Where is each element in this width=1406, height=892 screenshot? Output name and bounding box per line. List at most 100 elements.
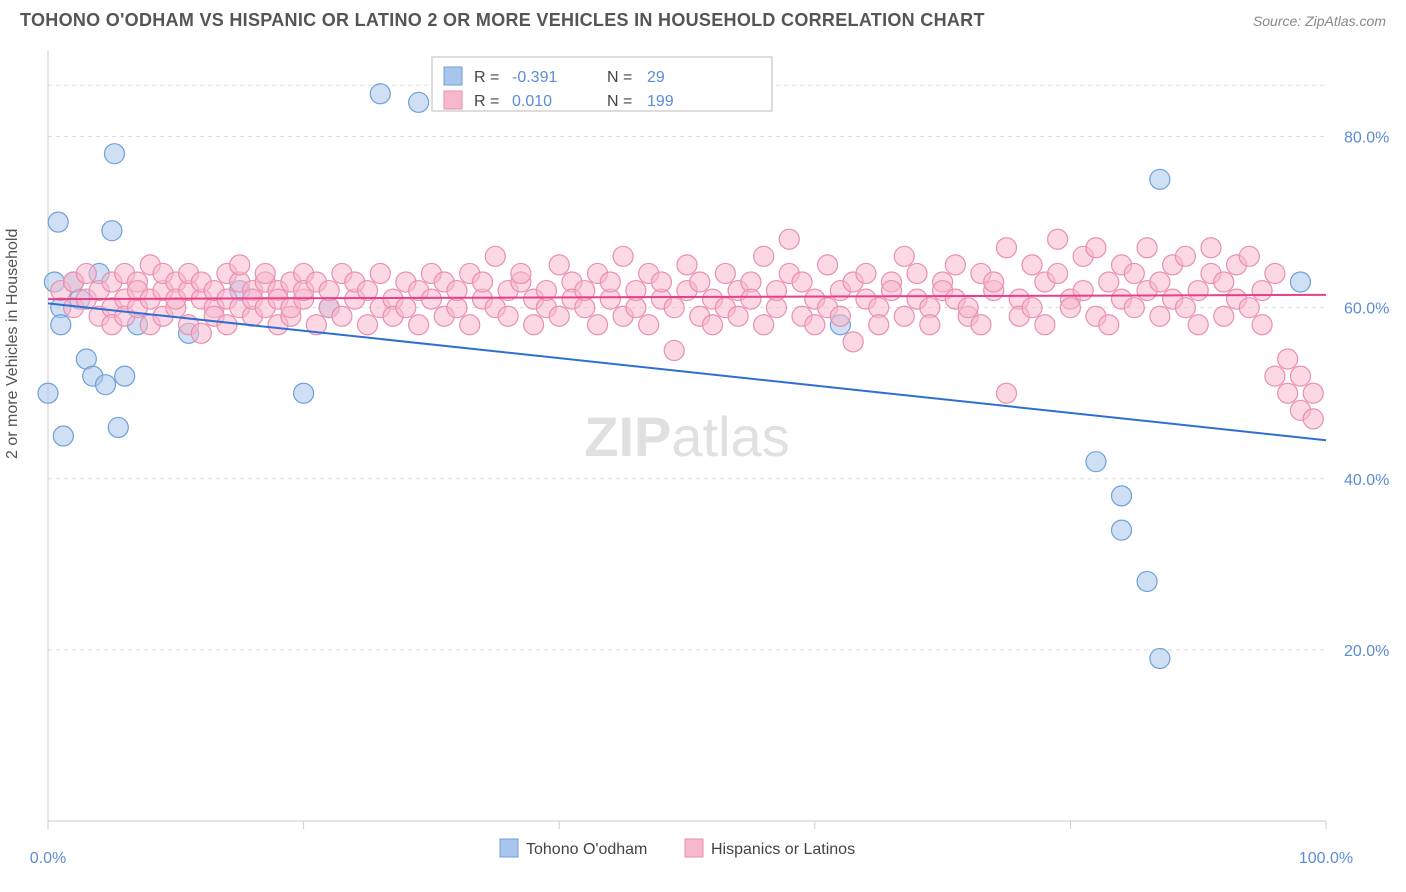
legend-swatch bbox=[685, 839, 703, 857]
data-point bbox=[1150, 272, 1170, 292]
data-point bbox=[549, 306, 569, 326]
data-point bbox=[997, 383, 1017, 403]
data-point bbox=[1214, 272, 1234, 292]
legend-n-value: 199 bbox=[647, 93, 674, 110]
y-tick-label: 20.0% bbox=[1344, 643, 1389, 660]
data-point bbox=[409, 315, 429, 335]
data-point bbox=[1201, 238, 1221, 258]
data-point bbox=[409, 92, 429, 112]
data-point bbox=[1278, 383, 1298, 403]
chart-source: Source: ZipAtlas.com bbox=[1253, 13, 1386, 29]
data-point bbox=[1035, 315, 1055, 335]
data-point bbox=[1112, 486, 1132, 506]
data-point bbox=[779, 229, 799, 249]
x-tick-label: 100.0% bbox=[1299, 850, 1353, 867]
data-point bbox=[217, 315, 237, 335]
x-tick-label: 0.0% bbox=[30, 850, 66, 867]
data-point bbox=[792, 272, 812, 292]
data-point bbox=[108, 417, 128, 437]
data-point bbox=[958, 298, 978, 318]
data-point bbox=[1175, 298, 1195, 318]
data-point bbox=[945, 255, 965, 275]
data-point bbox=[115, 366, 135, 386]
data-point bbox=[370, 84, 390, 104]
data-point bbox=[703, 315, 723, 335]
data-point bbox=[984, 272, 1004, 292]
data-point bbox=[1124, 298, 1144, 318]
y-tick-label: 80.0% bbox=[1344, 130, 1389, 147]
data-point bbox=[1214, 306, 1234, 326]
data-point bbox=[421, 289, 441, 309]
data-point bbox=[664, 298, 684, 318]
data-point bbox=[53, 426, 73, 446]
legend-swatch bbox=[500, 839, 518, 857]
legend-n-label: N = bbox=[607, 93, 632, 110]
data-point bbox=[1060, 298, 1080, 318]
data-point bbox=[869, 315, 889, 335]
y-tick-label: 60.0% bbox=[1344, 301, 1389, 318]
data-point bbox=[76, 263, 96, 283]
data-point bbox=[1303, 409, 1323, 429]
data-point bbox=[843, 332, 863, 352]
data-point bbox=[396, 298, 416, 318]
chart-title: TOHONO O'ODHAM VS HISPANIC OR LATINO 2 O… bbox=[20, 10, 985, 31]
data-point bbox=[1112, 520, 1132, 540]
data-point bbox=[294, 383, 314, 403]
data-point bbox=[1265, 366, 1285, 386]
data-point bbox=[1239, 298, 1259, 318]
data-point bbox=[498, 306, 518, 326]
data-point bbox=[51, 315, 71, 335]
data-point bbox=[1022, 255, 1042, 275]
data-point bbox=[830, 306, 850, 326]
data-point bbox=[255, 263, 275, 283]
legend-r-value: -0.391 bbox=[512, 69, 557, 86]
data-point bbox=[1137, 238, 1157, 258]
data-point bbox=[1150, 648, 1170, 668]
data-point bbox=[511, 263, 531, 283]
data-point bbox=[230, 255, 250, 275]
data-point bbox=[907, 263, 927, 283]
data-point bbox=[1239, 246, 1259, 266]
data-point bbox=[1073, 281, 1093, 301]
data-point bbox=[856, 263, 876, 283]
data-point bbox=[1188, 281, 1208, 301]
data-point bbox=[48, 212, 68, 232]
data-point bbox=[1175, 246, 1195, 266]
data-point bbox=[104, 144, 124, 164]
legend-swatch bbox=[444, 91, 462, 109]
data-point bbox=[1278, 349, 1298, 369]
data-point bbox=[549, 255, 569, 275]
data-point bbox=[96, 375, 116, 395]
data-point bbox=[664, 340, 684, 360]
data-point bbox=[191, 323, 211, 343]
data-point bbox=[1188, 315, 1208, 335]
data-point bbox=[485, 246, 505, 266]
data-point bbox=[1086, 452, 1106, 472]
data-point bbox=[805, 315, 825, 335]
data-point bbox=[1124, 263, 1144, 283]
data-point bbox=[920, 315, 940, 335]
data-point bbox=[1099, 315, 1119, 335]
data-point bbox=[1086, 238, 1106, 258]
data-point bbox=[370, 263, 390, 283]
data-point bbox=[1048, 229, 1068, 249]
svg-text:ZIPatlas: ZIPatlas bbox=[584, 405, 789, 468]
scatter-chart: ZIPatlas 20.0% 40.0% 60.0% 80.0% 0.0% 100.0% R … bbox=[0, 39, 1406, 891]
data-point bbox=[473, 272, 493, 292]
data-point bbox=[754, 315, 774, 335]
legend-r-label: R = bbox=[474, 93, 499, 110]
data-point bbox=[997, 238, 1017, 258]
legend-series-label: Tohono O'odham bbox=[526, 841, 647, 858]
y-tick-label: 40.0% bbox=[1344, 472, 1389, 489]
data-point bbox=[639, 315, 659, 335]
data-point bbox=[358, 315, 378, 335]
data-point bbox=[971, 315, 991, 335]
data-point bbox=[600, 272, 620, 292]
data-point bbox=[1303, 383, 1323, 403]
data-point bbox=[1150, 169, 1170, 189]
data-point bbox=[1252, 315, 1272, 335]
data-point bbox=[524, 315, 544, 335]
data-point bbox=[894, 246, 914, 266]
data-point bbox=[1290, 272, 1310, 292]
legend-n-label: N = bbox=[607, 69, 632, 86]
